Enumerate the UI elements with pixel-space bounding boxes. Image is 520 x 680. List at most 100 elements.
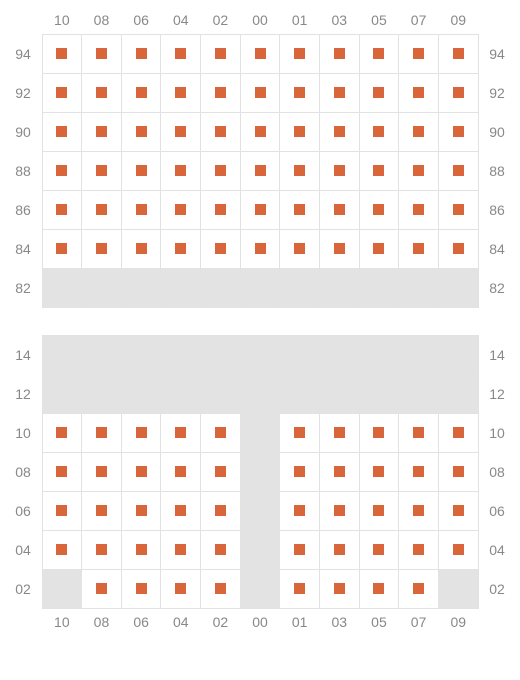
seat-occupied[interactable] xyxy=(121,229,162,269)
seat-occupied[interactable] xyxy=(359,229,400,269)
seat-empty[interactable] xyxy=(398,374,439,414)
seat-occupied[interactable] xyxy=(319,190,360,230)
seat-occupied[interactable] xyxy=(359,452,400,492)
seat-occupied[interactable] xyxy=(121,569,162,609)
seat-occupied[interactable] xyxy=(240,151,281,191)
seat-occupied[interactable] xyxy=(279,413,320,453)
seat-occupied[interactable] xyxy=(398,73,439,113)
seat-occupied[interactable] xyxy=(160,112,201,152)
seat-occupied[interactable] xyxy=(438,491,479,531)
seat-occupied[interactable] xyxy=(42,151,83,191)
seat-occupied[interactable] xyxy=(359,569,400,609)
seat-occupied[interactable] xyxy=(398,34,439,74)
seat-occupied[interactable] xyxy=(81,569,122,609)
seat-occupied[interactable] xyxy=(359,190,400,230)
seat-occupied[interactable] xyxy=(121,413,162,453)
seat-occupied[interactable] xyxy=(200,73,241,113)
seat-occupied[interactable] xyxy=(200,452,241,492)
seat-empty[interactable] xyxy=(200,374,241,414)
seat-empty[interactable] xyxy=(81,268,122,308)
seat-occupied[interactable] xyxy=(438,73,479,113)
seat-empty[interactable] xyxy=(42,374,83,414)
seat-empty[interactable] xyxy=(240,530,281,570)
seat-occupied[interactable] xyxy=(42,413,83,453)
seat-occupied[interactable] xyxy=(121,151,162,191)
seat-occupied[interactable] xyxy=(359,73,400,113)
seat-occupied[interactable] xyxy=(121,190,162,230)
seat-empty[interactable] xyxy=(438,374,479,414)
seat-occupied[interactable] xyxy=(279,569,320,609)
seat-occupied[interactable] xyxy=(121,112,162,152)
seat-occupied[interactable] xyxy=(200,151,241,191)
seat-empty[interactable] xyxy=(160,335,201,375)
seat-occupied[interactable] xyxy=(359,34,400,74)
seat-occupied[interactable] xyxy=(279,530,320,570)
seat-occupied[interactable] xyxy=(81,491,122,531)
seat-occupied[interactable] xyxy=(42,34,83,74)
seat-empty[interactable] xyxy=(359,268,400,308)
seat-occupied[interactable] xyxy=(319,413,360,453)
seat-occupied[interactable] xyxy=(279,452,320,492)
seat-empty[interactable] xyxy=(359,335,400,375)
seat-occupied[interactable] xyxy=(398,190,439,230)
seat-occupied[interactable] xyxy=(438,413,479,453)
seat-occupied[interactable] xyxy=(200,491,241,531)
seat-occupied[interactable] xyxy=(359,151,400,191)
seat-occupied[interactable] xyxy=(240,112,281,152)
seat-empty[interactable] xyxy=(398,335,439,375)
seat-occupied[interactable] xyxy=(398,112,439,152)
seat-occupied[interactable] xyxy=(319,73,360,113)
seat-empty[interactable] xyxy=(240,491,281,531)
seat-empty[interactable] xyxy=(200,268,241,308)
seat-occupied[interactable] xyxy=(160,413,201,453)
seat-occupied[interactable] xyxy=(240,73,281,113)
seat-occupied[interactable] xyxy=(42,229,83,269)
seat-empty[interactable] xyxy=(160,268,201,308)
seat-occupied[interactable] xyxy=(200,229,241,269)
seat-occupied[interactable] xyxy=(81,229,122,269)
seat-empty[interactable] xyxy=(121,268,162,308)
seat-occupied[interactable] xyxy=(160,491,201,531)
seat-occupied[interactable] xyxy=(200,112,241,152)
seat-empty[interactable] xyxy=(279,268,320,308)
seat-occupied[interactable] xyxy=(42,530,83,570)
seat-occupied[interactable] xyxy=(438,452,479,492)
seat-occupied[interactable] xyxy=(319,452,360,492)
seat-occupied[interactable] xyxy=(42,112,83,152)
seat-occupied[interactable] xyxy=(121,34,162,74)
seat-occupied[interactable] xyxy=(42,73,83,113)
seat-occupied[interactable] xyxy=(42,452,83,492)
seat-empty[interactable] xyxy=(438,268,479,308)
seat-occupied[interactable] xyxy=(438,151,479,191)
seat-empty[interactable] xyxy=(359,374,400,414)
seat-occupied[interactable] xyxy=(160,151,201,191)
seat-empty[interactable] xyxy=(160,374,201,414)
seat-occupied[interactable] xyxy=(438,229,479,269)
seat-occupied[interactable] xyxy=(121,491,162,531)
seat-occupied[interactable] xyxy=(359,413,400,453)
seat-empty[interactable] xyxy=(240,335,281,375)
seat-occupied[interactable] xyxy=(81,73,122,113)
seat-occupied[interactable] xyxy=(160,229,201,269)
seat-occupied[interactable] xyxy=(81,452,122,492)
seat-occupied[interactable] xyxy=(319,229,360,269)
seat-occupied[interactable] xyxy=(160,190,201,230)
seat-occupied[interactable] xyxy=(42,190,83,230)
seat-occupied[interactable] xyxy=(240,34,281,74)
seat-empty[interactable] xyxy=(240,569,281,609)
seat-occupied[interactable] xyxy=(121,530,162,570)
seat-occupied[interactable] xyxy=(398,530,439,570)
seat-occupied[interactable] xyxy=(200,34,241,74)
seat-occupied[interactable] xyxy=(319,112,360,152)
seat-occupied[interactable] xyxy=(121,73,162,113)
seat-occupied[interactable] xyxy=(200,569,241,609)
seat-empty[interactable] xyxy=(279,335,320,375)
seat-empty[interactable] xyxy=(240,374,281,414)
seat-occupied[interactable] xyxy=(398,413,439,453)
seat-empty[interactable] xyxy=(42,335,83,375)
seat-occupied[interactable] xyxy=(279,229,320,269)
seat-occupied[interactable] xyxy=(160,73,201,113)
seat-occupied[interactable] xyxy=(200,190,241,230)
seat-empty[interactable] xyxy=(42,569,83,609)
seat-empty[interactable] xyxy=(438,335,479,375)
